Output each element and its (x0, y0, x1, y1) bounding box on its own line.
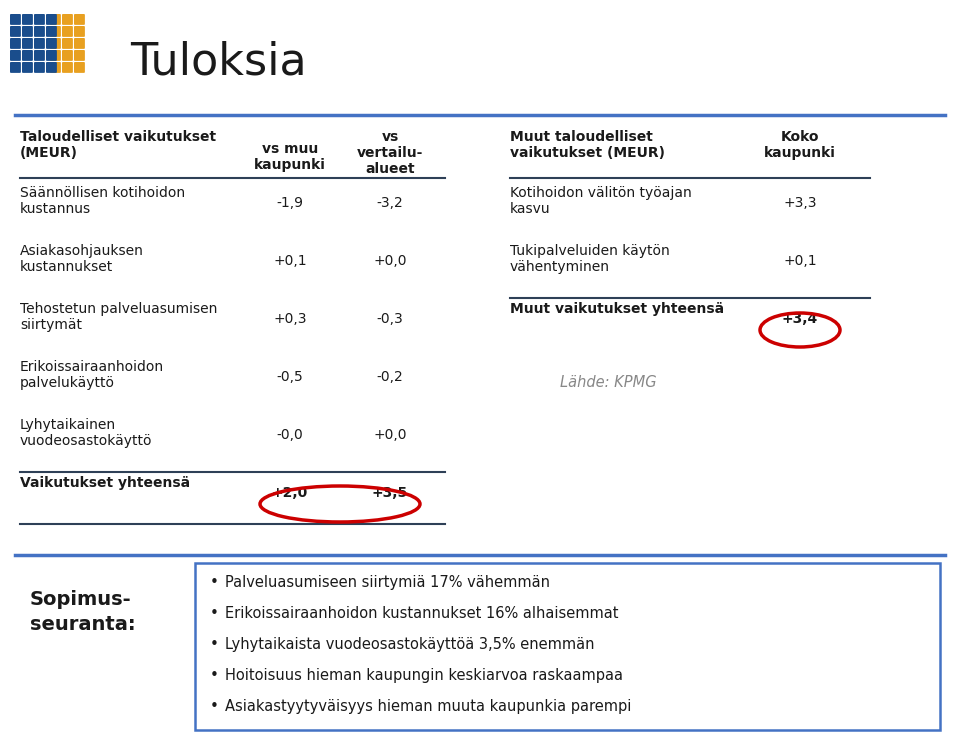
Text: •: • (210, 699, 219, 714)
Text: Lähde: KPMG: Lähde: KPMG (560, 375, 657, 390)
Text: Muut taloudelliset
vaikutukset (MEUR): Muut taloudelliset vaikutukset (MEUR) (510, 130, 665, 160)
Text: •: • (210, 668, 219, 683)
FancyBboxPatch shape (74, 26, 84, 37)
FancyBboxPatch shape (22, 62, 33, 73)
FancyBboxPatch shape (10, 38, 21, 49)
FancyBboxPatch shape (34, 38, 45, 49)
Text: +2,0: +2,0 (272, 486, 308, 500)
Text: +0,1: +0,1 (274, 254, 307, 268)
FancyBboxPatch shape (50, 62, 60, 73)
Text: Tukipalveluiden käytön
vähentyminen: Tukipalveluiden käytön vähentyminen (510, 244, 670, 275)
Text: +3,3: +3,3 (783, 196, 817, 210)
Text: Erikoissairaanhoidon
palvelukäyttö: Erikoissairaanhoidon palvelukäyttö (20, 360, 164, 390)
FancyBboxPatch shape (34, 50, 45, 61)
FancyBboxPatch shape (10, 26, 21, 37)
Text: Säännöllisen kotihoidon
kustannus: Säännöllisen kotihoidon kustannus (20, 186, 185, 216)
Text: Palveluasumiseen siirtymiä 17% vähemmän: Palveluasumiseen siirtymiä 17% vähemmän (225, 575, 550, 590)
FancyBboxPatch shape (22, 26, 33, 37)
Text: +0,0: +0,0 (373, 254, 407, 268)
FancyBboxPatch shape (50, 14, 60, 25)
FancyBboxPatch shape (22, 14, 33, 25)
Text: •: • (210, 606, 219, 621)
FancyBboxPatch shape (46, 14, 57, 25)
FancyBboxPatch shape (62, 26, 73, 37)
Bar (195, 563, 940, 730)
FancyBboxPatch shape (34, 62, 45, 73)
Text: +0,3: +0,3 (274, 312, 307, 326)
Text: vs muu
kaupunki: vs muu kaupunki (254, 142, 326, 172)
FancyBboxPatch shape (62, 50, 73, 61)
FancyBboxPatch shape (46, 50, 57, 61)
FancyBboxPatch shape (10, 50, 21, 61)
FancyBboxPatch shape (62, 14, 73, 25)
FancyBboxPatch shape (74, 62, 84, 73)
Text: •: • (210, 637, 219, 652)
Text: Taloudelliset vaikutukset
(MEUR): Taloudelliset vaikutukset (MEUR) (20, 130, 216, 160)
FancyBboxPatch shape (74, 50, 84, 61)
Text: Asiakasohjauksen
kustannukset: Asiakasohjauksen kustannukset (20, 244, 144, 275)
FancyBboxPatch shape (74, 38, 84, 49)
Text: Tehostetun palveluasumisen
siirtymät: Tehostetun palveluasumisen siirtymät (20, 302, 217, 332)
Text: -0,2: -0,2 (376, 370, 403, 384)
Text: Tuloksia: Tuloksia (130, 41, 306, 84)
FancyBboxPatch shape (46, 38, 57, 49)
Text: Sopimus-
seuranta:: Sopimus- seuranta: (30, 590, 135, 634)
Text: vs
vertailu-
alueet: vs vertailu- alueet (357, 130, 423, 176)
Text: -0,3: -0,3 (376, 312, 403, 326)
FancyBboxPatch shape (62, 38, 73, 49)
Text: -1,9: -1,9 (276, 196, 303, 210)
FancyBboxPatch shape (46, 62, 57, 73)
FancyBboxPatch shape (34, 26, 45, 37)
Text: Asiakastyytyväisyys hieman muuta kaupunkia parempi: Asiakastyytyväisyys hieman muuta kaupunk… (225, 699, 632, 714)
FancyBboxPatch shape (10, 14, 21, 25)
FancyBboxPatch shape (62, 62, 73, 73)
FancyBboxPatch shape (46, 26, 57, 37)
Text: +3,5: +3,5 (372, 486, 408, 500)
Text: -0,0: -0,0 (276, 428, 303, 442)
FancyBboxPatch shape (22, 38, 33, 49)
Text: Koko
kaupunki: Koko kaupunki (764, 130, 836, 160)
Text: -0,5: -0,5 (276, 370, 303, 384)
Text: Vaikutukset yhteensä: Vaikutukset yhteensä (20, 476, 190, 490)
Text: -3,2: -3,2 (376, 196, 403, 210)
Text: Lyhytaikainen
vuodeosastokäyttö: Lyhytaikainen vuodeosastokäyttö (20, 418, 153, 448)
Text: Kotihoidon välitön työajan
kasvu: Kotihoidon välitön työajan kasvu (510, 186, 692, 216)
Text: Hoitoisuus hieman kaupungin keskiarvoa raskaampaa: Hoitoisuus hieman kaupungin keskiarvoa r… (225, 668, 623, 683)
FancyBboxPatch shape (50, 26, 60, 37)
FancyBboxPatch shape (22, 50, 33, 61)
FancyBboxPatch shape (74, 14, 84, 25)
Text: •: • (210, 575, 219, 590)
Text: Muut vaikutukset yhteensä: Muut vaikutukset yhteensä (510, 302, 724, 316)
Text: Erikoissairaanhoidon kustannukset 16% alhaisemmat: Erikoissairaanhoidon kustannukset 16% al… (225, 606, 618, 621)
Text: +0,1: +0,1 (783, 254, 817, 268)
Text: +3,4: +3,4 (781, 312, 818, 326)
FancyBboxPatch shape (34, 14, 45, 25)
FancyBboxPatch shape (50, 50, 60, 61)
FancyBboxPatch shape (10, 62, 21, 73)
FancyBboxPatch shape (50, 38, 60, 49)
Text: Lyhytaikaista vuodeosastokäyttöä 3,5% enemmän: Lyhytaikaista vuodeosastokäyttöä 3,5% en… (225, 637, 594, 652)
Text: +0,0: +0,0 (373, 428, 407, 442)
